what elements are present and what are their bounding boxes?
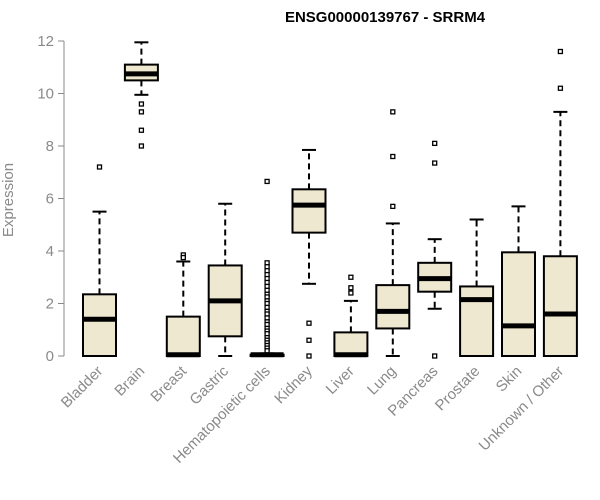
box-10	[501, 205, 536, 357]
x-tick-label: Kidney	[271, 362, 316, 407]
box-iqr	[291, 188, 327, 234]
outlier-point	[264, 348, 270, 354]
box-iqr	[459, 285, 495, 357]
box-iqr	[375, 284, 411, 330]
outlier-point	[138, 143, 145, 149]
box-9	[459, 218, 495, 357]
y-tick-label: 0	[46, 348, 54, 365]
outlier-point	[138, 109, 145, 115]
outlier-point	[180, 254, 186, 261]
outlier-point	[390, 203, 396, 210]
x-tick-label: Brain	[111, 363, 148, 400]
x-tick-label: Liver	[323, 363, 358, 398]
outlier-point	[432, 160, 438, 166]
outlier-point	[348, 290, 354, 296]
outlier-point	[557, 85, 564, 91]
outlier-point	[432, 353, 438, 359]
y-axis-label: Expression	[0, 163, 17, 237]
y-tick-label: 10	[37, 86, 54, 103]
chart-title: ENSG00000139767 - SRRM4	[285, 9, 486, 26]
box-series	[82, 41, 578, 359]
x-tick-label: Bladder	[58, 363, 107, 412]
box-iqr	[165, 315, 201, 357]
y-tick-label: 4	[46, 243, 54, 260]
outlier-point	[557, 48, 564, 55]
y-tick-label: 12	[37, 33, 54, 50]
x-tick-label: Lung	[364, 363, 400, 399]
outlier-point	[264, 178, 270, 185]
outlier-point	[432, 140, 438, 147]
outlier-point	[348, 274, 354, 280]
outlier-point	[138, 127, 145, 133]
outlier-point	[390, 109, 396, 115]
outlier-point	[348, 285, 354, 291]
box-5	[291, 148, 327, 359]
y-axis: 0 2 4 6 8 10 12	[37, 33, 65, 365]
box-iqr	[82, 293, 117, 357]
outlier-point	[96, 164, 103, 170]
outlier-point	[390, 153, 396, 160]
box-2	[165, 252, 201, 358]
y-tick-label: 8	[46, 138, 54, 155]
box-iqr	[501, 251, 536, 357]
y-tick-label: 6	[46, 191, 54, 208]
box-6	[333, 274, 369, 358]
outlier-point	[138, 101, 145, 107]
y-tick-label: 2	[46, 296, 54, 313]
box-4	[249, 178, 285, 358]
outlier-point	[306, 320, 312, 326]
box-11	[542, 48, 578, 357]
x-tick-label: Breast	[147, 362, 190, 405]
outlier-point	[306, 337, 312, 343]
box-7	[375, 109, 411, 357]
box-8	[417, 140, 453, 359]
outlier-point	[306, 353, 312, 359]
box-iqr	[542, 255, 578, 357]
box-1	[123, 41, 159, 149]
box-3	[207, 202, 243, 357]
x-tick-label: Skin	[493, 363, 526, 396]
x-tick-label: Prostate	[432, 363, 484, 415]
box-0	[82, 164, 117, 357]
